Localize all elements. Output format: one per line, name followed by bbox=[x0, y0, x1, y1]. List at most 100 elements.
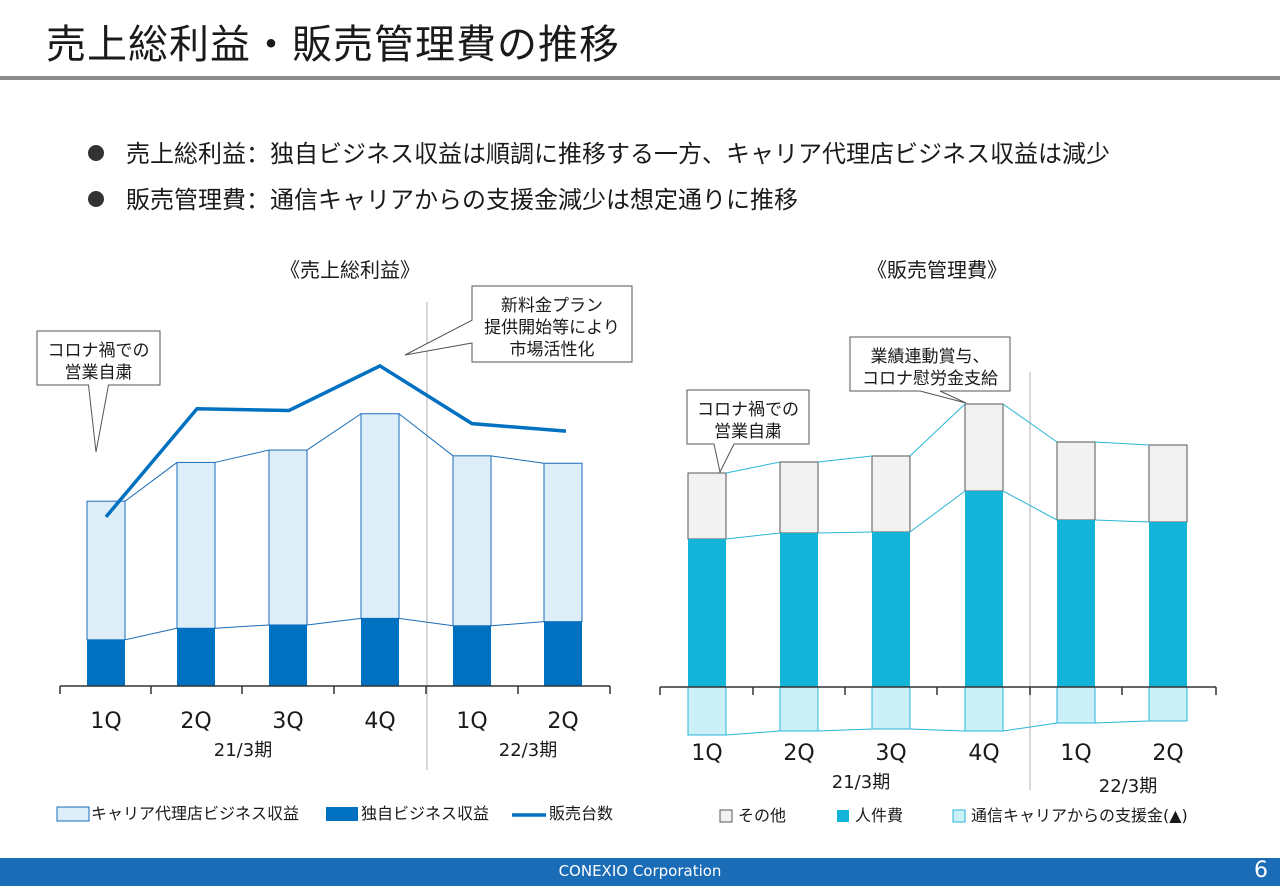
chart2-category-label: 2Q bbox=[783, 741, 814, 766]
sga-total-connector bbox=[909, 403, 966, 457]
own-connector-line bbox=[124, 627, 178, 641]
other-cost-bar bbox=[871, 455, 911, 533]
legend-other-label: その他 bbox=[738, 806, 786, 825]
footer-company: CONEXIO Corporation bbox=[558, 862, 722, 880]
chart1-period-label: 22/3期 bbox=[499, 740, 557, 761]
carrier-connector-line bbox=[398, 413, 454, 457]
chart2-category-label: 4Q bbox=[968, 741, 999, 766]
carrier-connector-line bbox=[490, 455, 545, 464]
labor-cost-bar bbox=[780, 533, 818, 687]
callout-bonus-text: コロナ慰労金支給 bbox=[862, 369, 998, 389]
labor-cost-bar bbox=[1057, 520, 1095, 687]
own-connector-line bbox=[490, 621, 545, 627]
chart1-period-label: 21/3期 bbox=[214, 740, 272, 761]
carrier-revenue-bar bbox=[86, 500, 126, 641]
chart1-category-label: 3Q bbox=[272, 709, 303, 734]
legend-own-label: 独自ビジネス収益 bbox=[361, 804, 489, 823]
legend-units-label: 販売台数 bbox=[549, 804, 613, 823]
legend-own-swatch bbox=[326, 807, 358, 821]
other-cost-bar bbox=[779, 461, 819, 534]
chart1-category-label: 1Q bbox=[90, 709, 121, 734]
legend-labor-swatch bbox=[837, 810, 849, 822]
callout-bonus-text: 業績連動賞与、 bbox=[871, 347, 990, 367]
slide-title: 売上総利益・販売管理費の推移 bbox=[46, 22, 620, 68]
other-cost-bar bbox=[1056, 441, 1096, 521]
chart2-period-label: 21/3期 bbox=[832, 772, 890, 793]
labor-connector bbox=[909, 490, 966, 533]
sga-total-connector bbox=[725, 461, 781, 474]
legend-carrier-swatch bbox=[56, 806, 90, 822]
own-connector-line bbox=[214, 624, 270, 629]
carrier-revenue-bar bbox=[360, 413, 400, 619]
callout-new-plan-text: 新料金プラン bbox=[501, 296, 603, 316]
labor-cost-bar bbox=[965, 491, 1003, 687]
other-cost-bar bbox=[964, 403, 1004, 492]
carrier-revenue-bar bbox=[543, 462, 583, 623]
support-connector bbox=[725, 730, 781, 736]
callout-corona-text: コロナ禍での bbox=[48, 341, 150, 361]
support-connector bbox=[909, 728, 966, 732]
carrier-support-bar bbox=[964, 686, 1004, 732]
sga-total-connector bbox=[1094, 441, 1150, 446]
carrier-connector-line bbox=[306, 413, 362, 451]
labor-connector bbox=[725, 532, 781, 540]
chart2-category-label: 2Q bbox=[1152, 741, 1183, 766]
chart1-category-label: 2Q bbox=[180, 709, 211, 734]
own-revenue-bar bbox=[544, 621, 582, 686]
chart2-category-label: 1Q bbox=[1060, 741, 1091, 766]
callout-bonus-box bbox=[849, 336, 1011, 404]
own-connector-line bbox=[398, 617, 454, 627]
labor-connector bbox=[1094, 519, 1150, 523]
legend-other-swatch bbox=[719, 809, 733, 823]
carrier-support-bar bbox=[687, 686, 727, 736]
chart2-period-label: 22/3期 bbox=[1099, 776, 1157, 797]
carrier-revenue-bar bbox=[452, 455, 492, 627]
callout-corona-text: 営業自粛 bbox=[65, 363, 133, 383]
bullet-text: 売上総利益：独自ビジネス収益は順調に推移する一方、キャリア代理店ビジネス収益は減… bbox=[126, 140, 1110, 168]
footer-bar: CONEXIO Corporation 6 bbox=[0, 858, 1280, 886]
chart1-category-label: 4Q bbox=[364, 709, 395, 734]
labor-cost-bar bbox=[1149, 522, 1187, 687]
bullet-text: 販売管理費：通信キャリアからの支援金減少は想定通りに推移 bbox=[126, 186, 798, 214]
legend-support-label: 通信キャリアからの支援金(▲) bbox=[971, 806, 1188, 825]
carrier-revenue-bar bbox=[268, 449, 308, 626]
carrier-revenue-bar bbox=[176, 461, 216, 629]
own-revenue-bar bbox=[269, 624, 307, 686]
own-revenue-bar bbox=[87, 639, 125, 686]
chart1-title: 《売上総利益》 bbox=[280, 258, 420, 282]
carrier-support-bar bbox=[779, 686, 819, 732]
callout-corona-sga-text: コロナ禍での bbox=[697, 400, 799, 420]
sga-total-connector bbox=[1002, 403, 1058, 443]
carrier-support-bar bbox=[1148, 686, 1188, 722]
labor-cost-bar bbox=[688, 539, 726, 687]
chart2-title: 《販売管理費》 bbox=[867, 258, 1007, 282]
legend-support-swatch bbox=[952, 809, 966, 823]
carrier-connector-line bbox=[214, 449, 270, 463]
own-revenue-bar bbox=[177, 628, 215, 686]
other-cost-bar bbox=[1148, 444, 1188, 523]
bullet-dot-icon bbox=[88, 145, 104, 161]
callout-corona-sga-box bbox=[686, 389, 810, 474]
labor-connector bbox=[1002, 490, 1058, 521]
carrier-support-bar bbox=[871, 686, 911, 730]
carrier-connector-line bbox=[124, 462, 178, 502]
support-connector bbox=[817, 728, 873, 732]
chart2-category-label: 3Q bbox=[875, 741, 906, 766]
title-rule bbox=[0, 76, 1280, 80]
support-connector bbox=[1094, 720, 1150, 724]
own-connector-line bbox=[306, 617, 362, 626]
page-number: 6 bbox=[1254, 858, 1268, 883]
carrier-support-bar bbox=[1056, 686, 1096, 724]
callout-new-plan-box bbox=[404, 285, 633, 363]
chart2-category-label: 1Q bbox=[691, 741, 722, 766]
chart1-category-label: 2Q bbox=[547, 709, 578, 734]
sales-units-line bbox=[104, 363, 567, 519]
callout-new-plan-text: 市場活性化 bbox=[510, 340, 595, 360]
chart1-category-label: 1Q bbox=[456, 709, 487, 734]
bullet-dot-icon bbox=[88, 191, 104, 207]
legend-labor-label: 人件費 bbox=[855, 806, 903, 825]
labor-cost-bar bbox=[872, 532, 910, 687]
callout-corona-box bbox=[36, 330, 161, 453]
sga-total-connector bbox=[817, 455, 873, 463]
